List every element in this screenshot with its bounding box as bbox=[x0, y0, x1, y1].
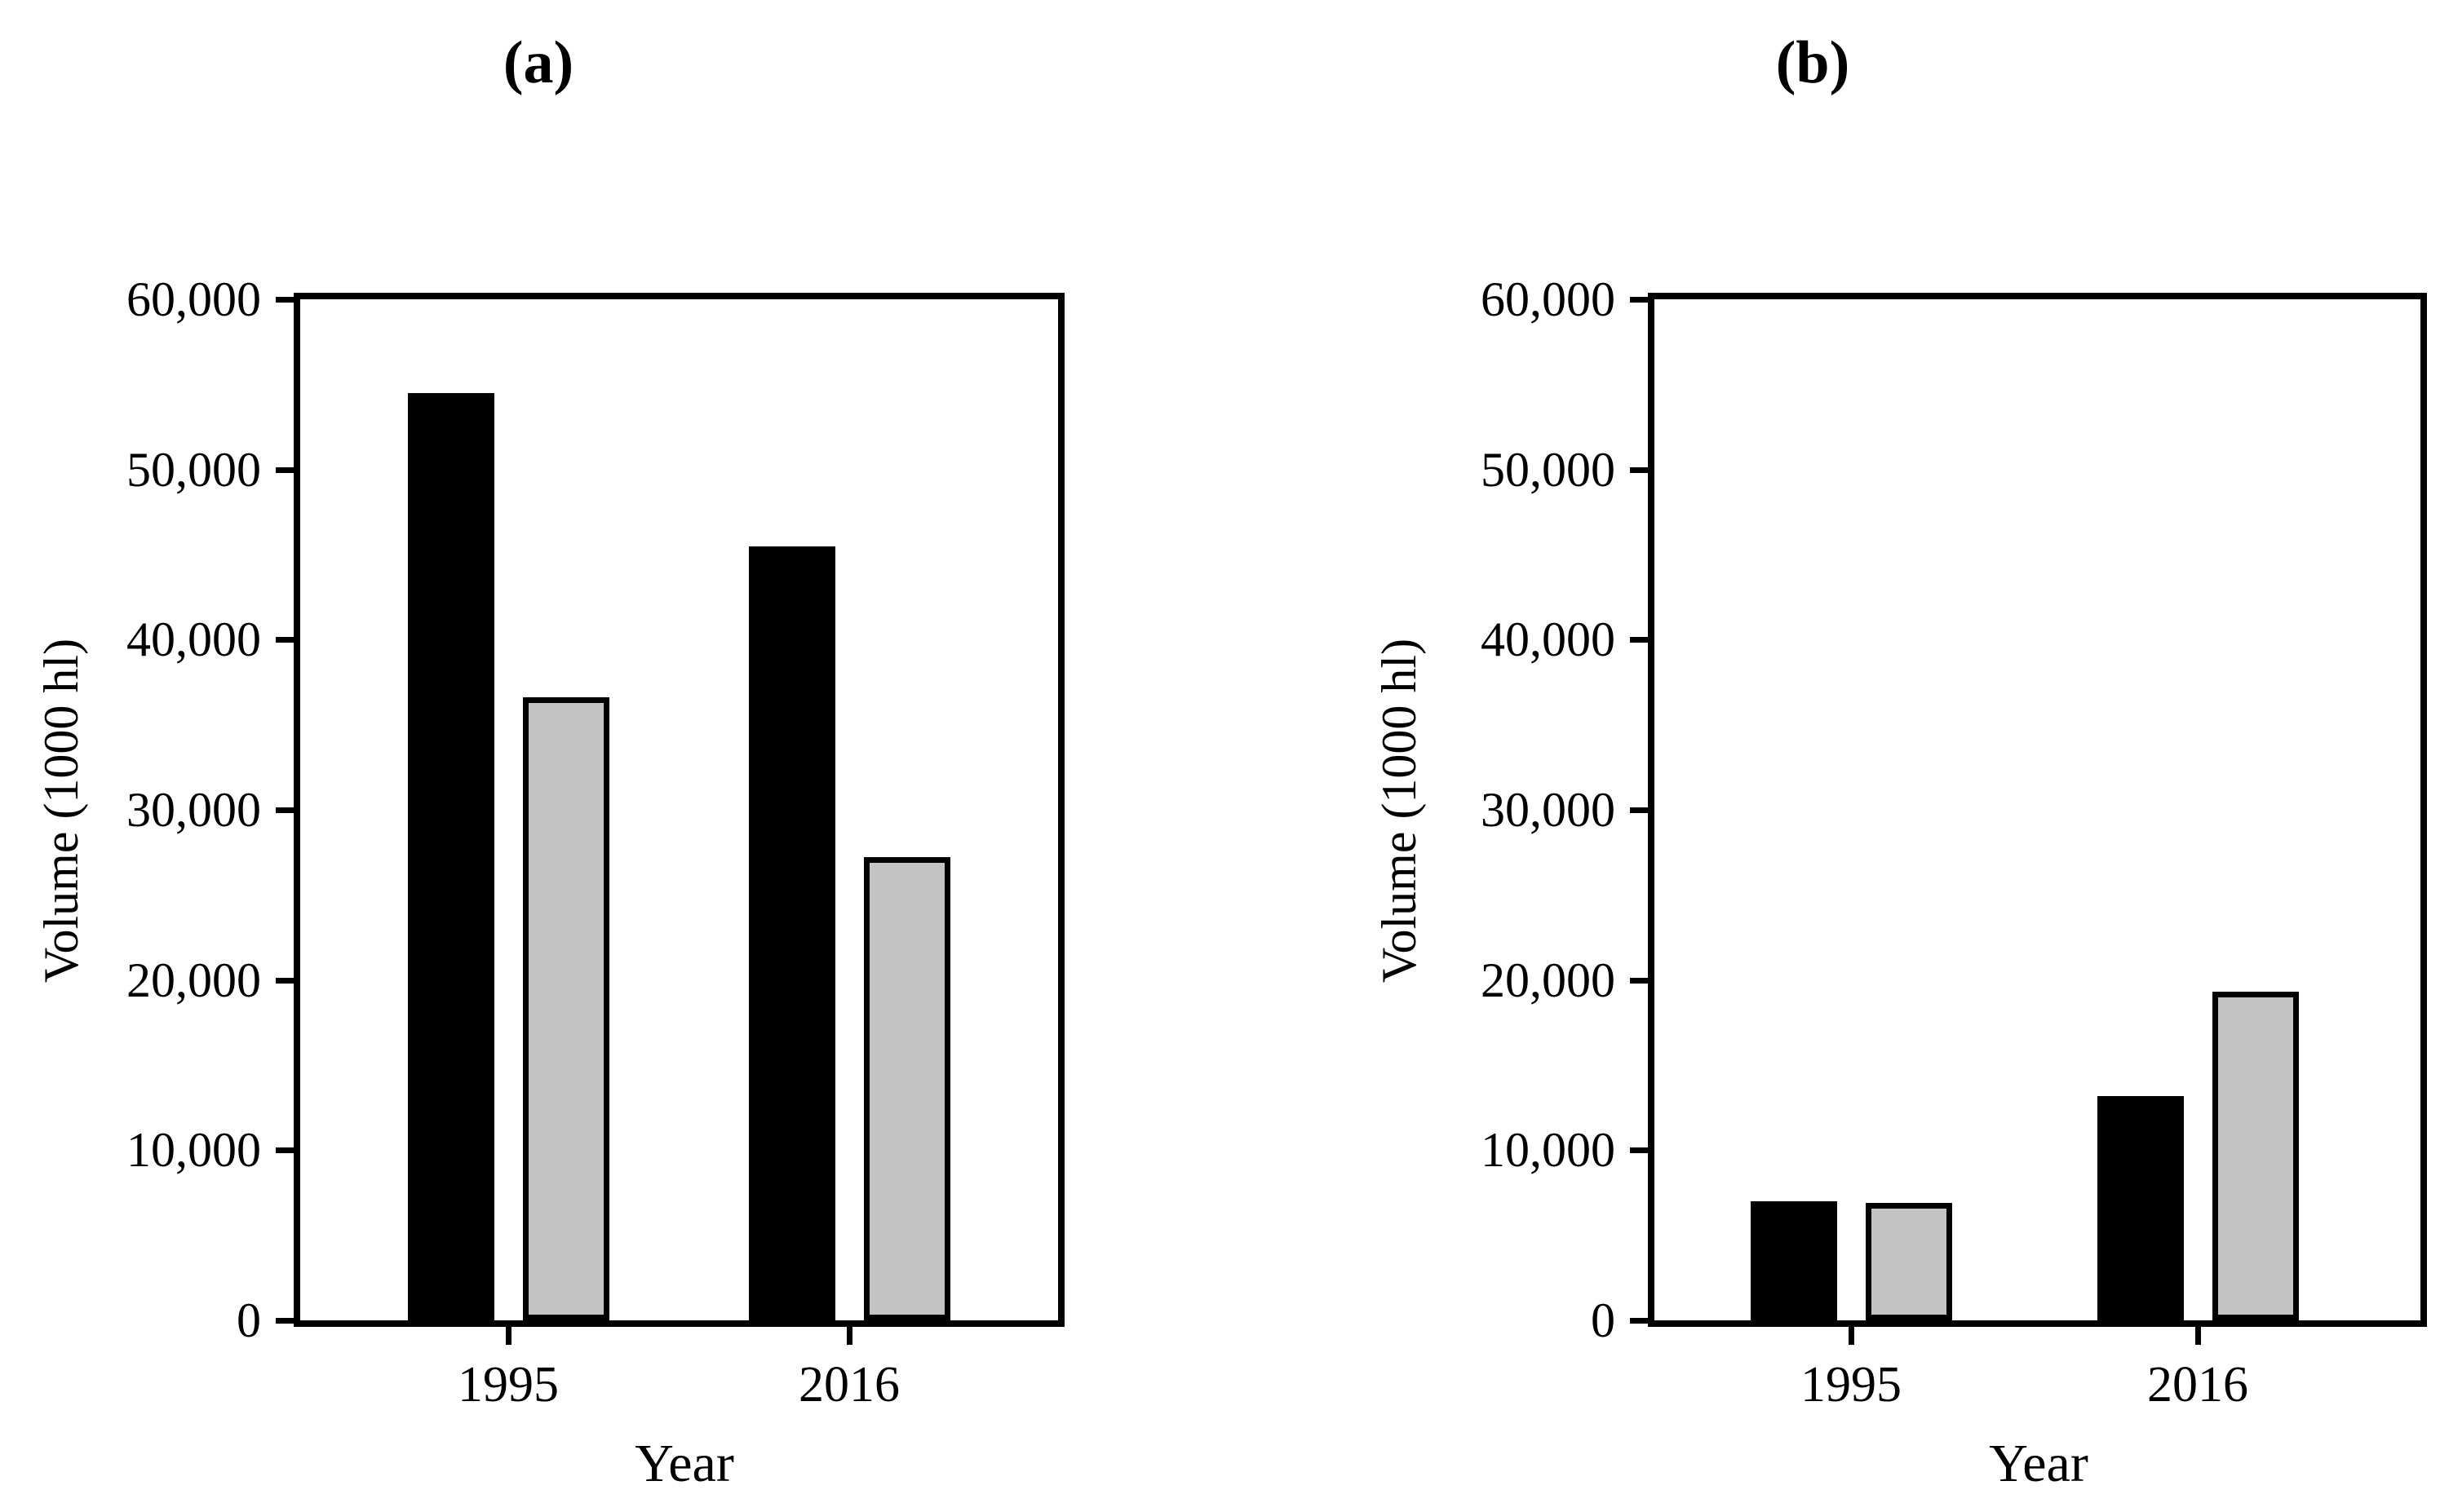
bar-black-2016 bbox=[749, 546, 835, 1320]
bar-gray-1995 bbox=[1866, 1203, 1952, 1320]
y-tick-label: 50,000 bbox=[126, 442, 261, 497]
y-tick-label: 0 bbox=[1591, 1293, 1615, 1347]
x-category-label: 2016 bbox=[799, 1357, 900, 1413]
panel-a-plot-area: 0 10,000 20,000 30,000 40,000 50,000 60,000 199… bbox=[126, 275, 1065, 1410]
panel-a-title: (a) bbox=[503, 29, 574, 96]
y-tick-mark bbox=[276, 977, 294, 984]
y-tick-label: 10,000 bbox=[126, 1123, 261, 1178]
bar-black-2016 bbox=[2097, 1096, 2184, 1320]
x-tick-mark bbox=[1849, 1327, 1854, 1345]
x-tick-mark bbox=[847, 1327, 852, 1345]
y-tick-label: 0 bbox=[237, 1293, 261, 1347]
y-tick-mark bbox=[276, 466, 294, 473]
y-tick-label: 60,000 bbox=[1481, 272, 1615, 326]
y-tick-label: 20,000 bbox=[1481, 953, 1615, 1007]
y-tick-label: 30,000 bbox=[126, 783, 261, 837]
y-tick-label: 10,000 bbox=[1481, 1123, 1615, 1178]
x-category-label: 1995 bbox=[458, 1357, 559, 1413]
panel-b-x-axis-label: Year bbox=[1989, 1434, 2088, 1493]
x-category-label: 2016 bbox=[2147, 1357, 2248, 1413]
y-tick-mark bbox=[1630, 807, 1648, 813]
y-tick-label: 40,000 bbox=[1481, 612, 1615, 667]
bar-black-1995 bbox=[408, 393, 494, 1320]
bar-gray-2016 bbox=[2212, 992, 2299, 1320]
y-tick-mark bbox=[276, 807, 294, 813]
y-tick-mark bbox=[1630, 977, 1648, 984]
y-tick-label: 60,000 bbox=[126, 272, 261, 326]
bar-gray-2016 bbox=[864, 857, 950, 1320]
y-tick-mark bbox=[1630, 1318, 1648, 1324]
bar-gray-1995 bbox=[523, 697, 609, 1320]
y-tick-label: 30,000 bbox=[1481, 783, 1615, 837]
y-tick-mark bbox=[276, 297, 294, 303]
panel-b-title: (b) bbox=[1775, 29, 1850, 96]
y-tick-mark bbox=[1630, 466, 1648, 473]
y-tick-label: 20,000 bbox=[126, 953, 261, 1007]
x-category-label: 1995 bbox=[1800, 1357, 1902, 1413]
y-tick-mark bbox=[276, 1147, 294, 1154]
panel-b-plot-area: 0 10,000 20,000 30,000 40,000 50,000 60,000 199… bbox=[1481, 275, 2427, 1410]
y-tick-label: 40,000 bbox=[126, 612, 261, 667]
y-tick-label: 50,000 bbox=[1481, 442, 1615, 497]
x-tick-mark bbox=[506, 1327, 511, 1345]
y-tick-mark bbox=[1630, 637, 1648, 643]
panel-a-x-axis-label: Year bbox=[635, 1434, 734, 1493]
y-tick-mark bbox=[276, 1318, 294, 1324]
bar-black-1995 bbox=[1751, 1201, 1837, 1320]
y-tick-mark bbox=[1630, 297, 1648, 303]
y-tick-mark bbox=[276, 637, 294, 643]
x-tick-mark bbox=[2195, 1327, 2201, 1345]
y-tick-mark bbox=[1630, 1147, 1648, 1154]
